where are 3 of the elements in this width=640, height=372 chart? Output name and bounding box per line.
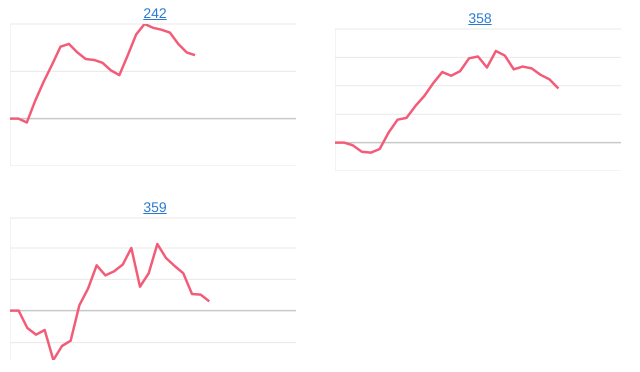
chart-title: 242 (142, 4, 168, 22)
chart-title: 359 (142, 198, 168, 216)
chart-title: 358 (467, 9, 493, 27)
